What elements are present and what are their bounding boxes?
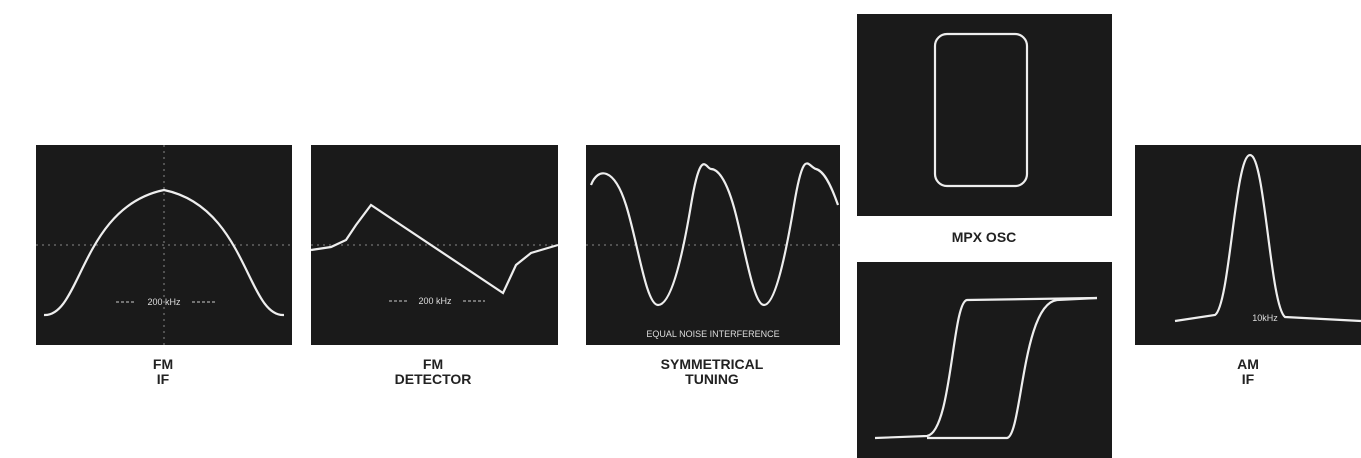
- caption: IF: [1242, 371, 1255, 387]
- scope-fm-detector: 200 kHz: [311, 145, 558, 345]
- scope-mpx-osc: [857, 14, 1112, 216]
- caption: FM: [153, 356, 173, 372]
- scope-label: EQUAL NOISE INTERFERENCE: [646, 329, 779, 339]
- caption: DETECTOR: [395, 371, 472, 387]
- scope-label: 10kHz: [1252, 313, 1278, 323]
- screen: [1135, 145, 1361, 345]
- page: 200 kHz FM IF 200 kHz FM DETECTOR EQUAL …: [0, 0, 1361, 458]
- caption: IF: [157, 371, 170, 387]
- screen: [857, 262, 1112, 458]
- scope-hysteresis: [857, 262, 1112, 458]
- scope-am-if: 10kHz: [1135, 145, 1361, 345]
- scope-label: 200 kHz: [147, 297, 181, 307]
- scope-label: 200 kHz: [418, 296, 452, 306]
- caption: SYMMETRICAL: [661, 356, 764, 372]
- caption: AM: [1237, 356, 1259, 372]
- caption: TUNING: [685, 371, 739, 387]
- caption: MPX OSC: [952, 229, 1017, 245]
- caption: FM: [423, 356, 443, 372]
- scope-symmetrical-tuning: EQUAL NOISE INTERFERENCE: [586, 145, 840, 345]
- scope-fm-if: 200 kHz: [36, 145, 292, 345]
